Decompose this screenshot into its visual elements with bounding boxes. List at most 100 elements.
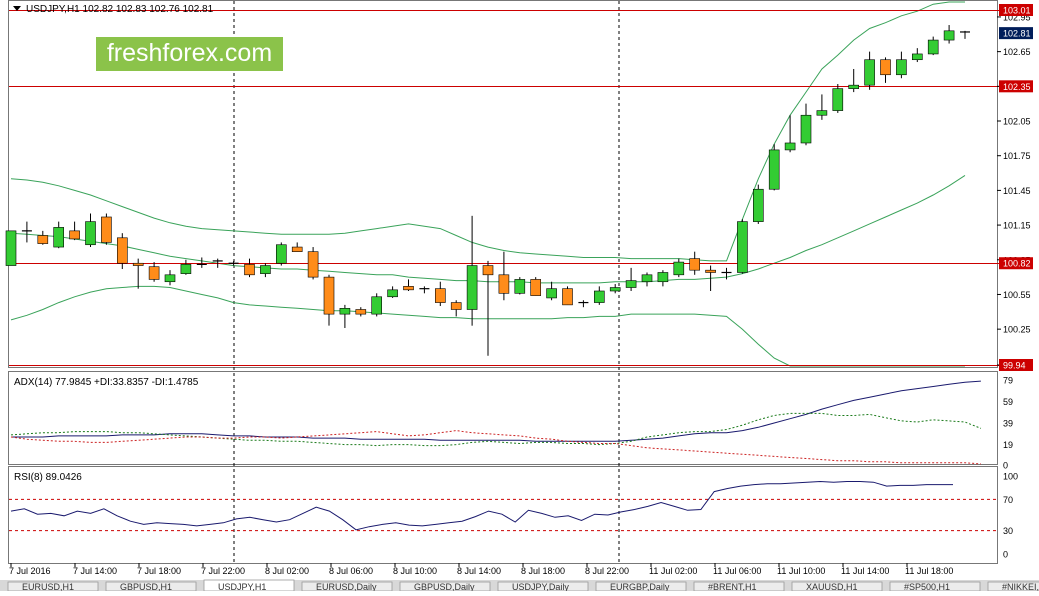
tab-xauusdh1[interactable]: XAUUSD,H1 — [791, 581, 883, 592]
time-tick-label: 8 Jul 10:00 — [393, 566, 437, 576]
adx-tick-label: 79 — [1003, 376, 1013, 386]
candle-body — [117, 237, 128, 264]
candle — [800, 103, 812, 146]
time-tick-label: 8 Jul 06:00 — [329, 566, 373, 576]
tab-label: #NIKKEI,H1 — [1002, 582, 1039, 591]
adx-tick-label: 59 — [1003, 397, 1013, 407]
tab-eurusddaily[interactable]: EURUSD,Daily — [301, 581, 393, 592]
candle — [450, 300, 462, 317]
candle-body — [896, 59, 907, 76]
candle-body — [530, 279, 542, 296]
tab-eurusdh1[interactable]: EURUSD,H1 — [7, 581, 99, 592]
candle-body — [593, 290, 605, 303]
candle — [387, 286, 398, 298]
candle — [689, 251, 701, 275]
candle — [180, 259, 192, 275]
candle-body — [848, 84, 860, 89]
time-axis: 7 Jul 2016 7 Jul 14:00 7 Jul 18:00 7 Jul 22… — [9, 563, 953, 576]
candle — [546, 281, 557, 301]
candle-body — [339, 308, 351, 315]
candle-body — [85, 221, 96, 246]
tab-gbpusdh1[interactable]: GBPUSD,H1 — [105, 581, 197, 592]
candle — [212, 258, 223, 268]
adx-label: ADX(14) 77.9845 +DI:33.8357 -DI:1.4785 — [14, 377, 199, 388]
candle-body — [880, 59, 891, 76]
candle-body — [689, 258, 701, 271]
adx-series-di — [10, 412, 982, 447]
candle — [848, 68, 860, 93]
candle — [673, 258, 685, 278]
candle-body — [403, 286, 414, 291]
candle — [371, 293, 383, 317]
candle — [37, 230, 49, 245]
price-axis: 102.95 102.65 102.35 102.05 101.75 101.45 101.… — [997, 4, 1033, 560]
candle — [53, 221, 65, 249]
tab-nikkeih1[interactable]: #NIKKEI,H1 — [987, 581, 1039, 592]
tab-label: XAUUSD,H1 — [806, 582, 858, 591]
candle — [784, 115, 796, 153]
candle — [275, 242, 287, 266]
candle-body — [673, 261, 685, 276]
candle — [752, 184, 764, 224]
candle-body — [132, 262, 144, 266]
tab-eurgbpdaily[interactable]: EURGBP,Daily — [595, 581, 687, 592]
price-tick-label: 102.65 — [1003, 47, 1031, 57]
candle — [641, 272, 653, 287]
candle — [927, 36, 939, 56]
candle-body — [816, 110, 828, 116]
candle — [244, 258, 255, 278]
candle-body — [323, 276, 335, 315]
candle — [148, 262, 160, 282]
candle-body — [53, 227, 65, 248]
tab-label: #BRENT,H1 — [708, 582, 757, 591]
time-tick-label: 11 Jul 18:00 — [905, 566, 953, 576]
time-tick-label: 8 Jul 14:00 — [457, 566, 501, 576]
candle — [514, 277, 526, 295]
candle-body — [784, 142, 796, 151]
candle-body — [180, 264, 192, 274]
candle — [768, 144, 780, 191]
candle — [466, 215, 478, 326]
candle-body — [800, 114, 812, 144]
candle — [132, 258, 144, 289]
time-tick-label: 11 Jul 06:00 — [713, 566, 761, 576]
tab-usdjpyh1[interactable]: USDJPY,H1 — [203, 579, 295, 592]
rsi-label: RSI(8) 89.0426 — [14, 472, 82, 483]
time-tick-label: 7 Jul 22:00 — [201, 566, 245, 576]
candle-body — [387, 289, 398, 298]
tab-gbpusddaily[interactable]: GBPUSD,Daily — [399, 581, 491, 592]
tab-usdjpydaily[interactable]: USDJPY,Daily — [497, 581, 589, 592]
candle — [260, 263, 271, 278]
candle — [530, 277, 542, 296]
candle-body — [609, 287, 621, 292]
tab-label: USDJPY,H1 — [218, 582, 266, 591]
time-tick-label: 11 Jul 10:00 — [777, 566, 825, 576]
candle — [69, 221, 80, 241]
watermark-box — [96, 37, 283, 71]
adx-tick-label: 19 — [1003, 440, 1013, 450]
adx-lines — [10, 380, 982, 465]
tab-label: USDJPY,Daily — [512, 582, 569, 591]
tab-label: EURGBP,Daily — [610, 582, 670, 591]
candle-body — [291, 246, 303, 252]
candle — [291, 242, 303, 252]
candle — [482, 260, 494, 356]
tab-sp500h1[interactable]: #SP500,H1 — [889, 581, 981, 592]
candle — [196, 257, 207, 268]
candle-body — [5, 230, 17, 266]
tab-brenth1[interactable]: #BRENT,H1 — [693, 581, 785, 592]
price-tick-label: 102.95 — [1003, 12, 1031, 22]
candle — [911, 48, 923, 63]
candle-body — [832, 88, 844, 111]
candle — [562, 286, 573, 306]
symbol-dropdown-icon[interactable] — [13, 6, 21, 11]
time-tick-label: 7 Jul 2016 — [9, 566, 51, 576]
candle — [403, 279, 414, 291]
candle-body — [275, 244, 287, 264]
level-tag — [999, 4, 1033, 16]
candle — [896, 51, 907, 79]
candle-body — [244, 264, 255, 276]
candle — [117, 233, 128, 270]
